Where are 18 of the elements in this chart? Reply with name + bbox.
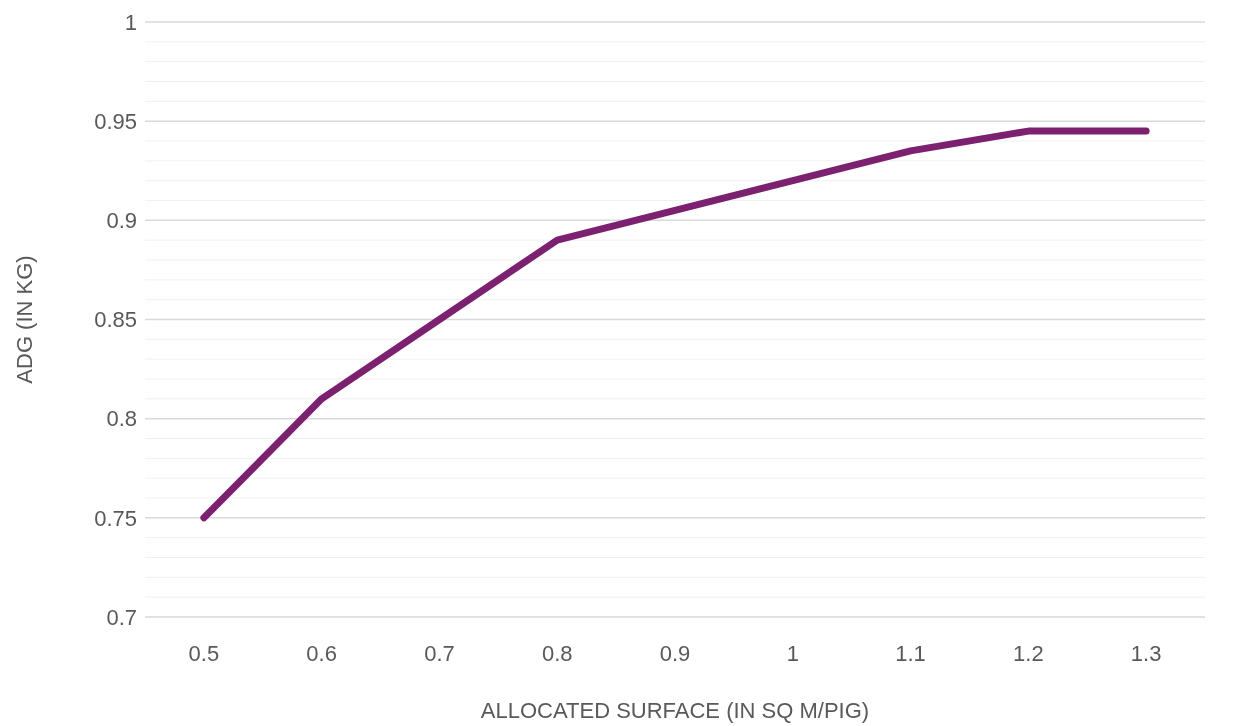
x-tick-label: 0.7 [424,641,455,666]
x-tick-label: 1.3 [1130,641,1162,666]
y-tick-label: 1 [124,9,137,35]
y-tick-label: 0.85 [94,307,137,333]
y-axis-title: ADG (IN KG) [12,255,37,384]
x-axis-title: ALLOCATED SURFACE (IN SQ M/PIG) [480,698,870,723]
x-tick-label: 0.5 [188,641,220,666]
x-tick-label: 0.6 [306,641,337,666]
y-tick-label: 0.95 [94,108,137,134]
y-tick-label: 0.7 [106,604,137,630]
x-tick-label: 0.8 [541,641,573,666]
x-tick-label: 1.2 [1013,641,1044,666]
y-tick-label: 0.75 [94,505,137,531]
x-tick-label: 1 [786,641,799,666]
y-tick-label: 0.8 [106,406,137,432]
y-tick-label: 0.9 [106,208,137,234]
x-tick-label: 0.9 [659,641,691,666]
x-tick-label: 1.1 [895,641,926,666]
